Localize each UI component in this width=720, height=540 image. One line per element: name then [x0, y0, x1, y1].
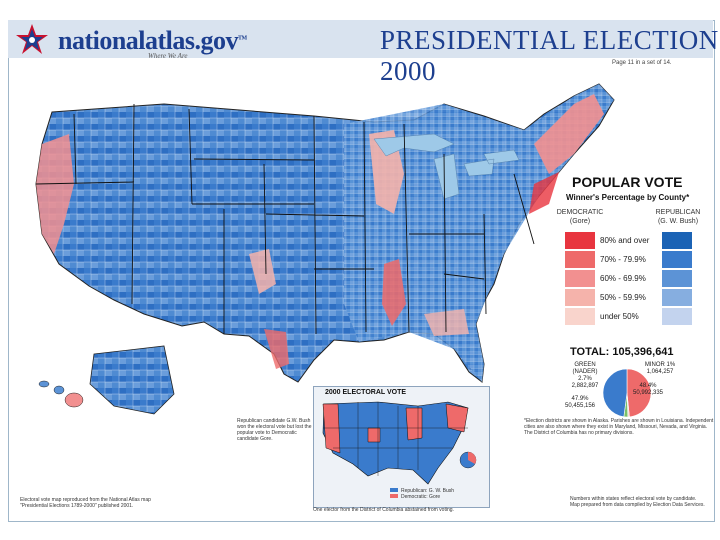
- legend-range-label: 80% and over: [600, 236, 650, 245]
- legend-rep-label: REPUBLICAN (G. W. Bush): [655, 209, 701, 225]
- election-note: *Election districts are shown in Alaska.…: [524, 418, 714, 436]
- right-footer: Numbers within states reflect electoral …: [570, 496, 705, 508]
- minor-label: MINOR 1% 1,064,257: [644, 362, 676, 375]
- popular-vote-pie: [602, 368, 652, 418]
- legend-dem-swatch: [565, 308, 595, 325]
- inset-title: 2000 ELECTORAL VOTE: [325, 389, 407, 396]
- header-bar: [8, 20, 713, 58]
- inset-dem-legend: Democratic: Gore: [390, 494, 440, 500]
- legend-rep-swatch: [662, 289, 692, 306]
- legend-subheading: Winner's Percentage by County*: [566, 193, 690, 202]
- us-county-map: [35, 83, 615, 415]
- legend-range-label: under 50%: [600, 312, 639, 321]
- site-logo[interactable]: nationalatlas.govTM: [58, 26, 247, 55]
- legend-dem-swatch: [565, 232, 595, 249]
- electoral-map: [322, 401, 477, 485]
- center-footer: One elector from the District of Columbi…: [313, 507, 454, 513]
- legend-dem-swatch: [565, 289, 595, 306]
- pie-slice-rep: [626, 368, 652, 418]
- legend-dem-swatch: [565, 251, 595, 268]
- legend-dem-swatch: [565, 270, 595, 287]
- legend-range-label: 70% - 79.9%: [600, 255, 646, 264]
- legend-rep-swatch: [662, 251, 692, 268]
- alaska: [89, 345, 175, 415]
- green-label: GREEN (NADER) 2.7% 2,882,897: [571, 362, 599, 389]
- pie-dem-text: 47.9% 50,455,156: [564, 396, 596, 409]
- site-tagline: Where We Are: [148, 52, 188, 60]
- hawaii: [38, 380, 84, 408]
- page-note: Page 11 in a set of 14.: [612, 60, 672, 66]
- inset-rep-legend: Republican: G. W. Bush: [390, 488, 454, 494]
- pie-slice-dem: [602, 368, 628, 418]
- legend-rep-swatch: [662, 232, 692, 249]
- left-footer: Electoral vote map reproduced from the N…: [20, 497, 151, 509]
- legend-range-label: 50% - 59.9%: [600, 293, 646, 302]
- legend-range-label: 60% - 69.9%: [600, 274, 646, 283]
- legend-heading: POPULAR VOTE: [572, 174, 683, 190]
- legend-rep-swatch: [662, 270, 692, 287]
- page-title: PRESIDENTIAL ELECTION 2000: [380, 25, 719, 86]
- legend-dem-label: DEMOCRATIC (Gore): [556, 209, 604, 225]
- logo-star-icon: [16, 24, 48, 54]
- legend-rep-swatch: [662, 308, 692, 325]
- total-votes: TOTAL: 105,396,641: [570, 346, 674, 358]
- bush-note: Republican candidate G.W. Bush won the e…: [237, 418, 312, 442]
- pie-rep-text: 48.4% 50,992,335: [632, 383, 664, 396]
- great-lakes: [373, 133, 520, 200]
